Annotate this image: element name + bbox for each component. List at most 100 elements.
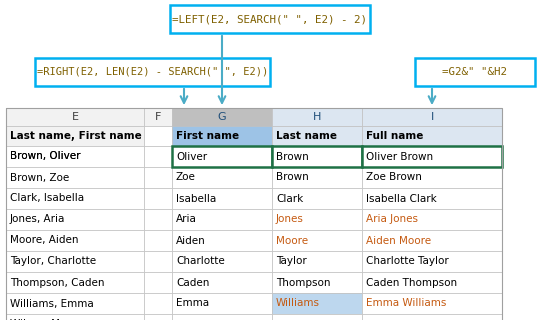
Text: =G2&" "&H2: =G2&" "&H2 [443, 67, 508, 77]
Bar [172, 272, 272, 293]
Bar [362, 108, 502, 126]
Bar [172, 146, 272, 167]
Text: Caden: Caden [176, 277, 210, 287]
Bar [144, 108, 172, 126]
Text: Aria: Aria [176, 214, 197, 225]
Bar [144, 126, 172, 146]
Bar [362, 293, 502, 314]
Bar [362, 146, 502, 167]
Text: F: F [155, 112, 161, 122]
Text: Isabella: Isabella [176, 194, 216, 204]
Text: Caden Thompson: Caden Thompson [366, 277, 457, 287]
Bar [272, 251, 362, 272]
Text: Taylor, Charlotte: Taylor, Charlotte [10, 257, 96, 267]
Text: Clark: Clark [276, 194, 303, 204]
Text: Isabella Clark: Isabella Clark [366, 194, 437, 204]
Text: Brown, Oliver: Brown, Oliver [10, 151, 80, 162]
Bar [362, 272, 502, 293]
Bar [272, 167, 362, 188]
Text: Aiden: Aiden [176, 236, 206, 245]
Bar [172, 209, 272, 230]
Bar [144, 251, 172, 272]
Text: E: E [72, 112, 79, 122]
Bar [272, 146, 362, 167]
Bar [172, 188, 272, 209]
Bar [272, 126, 362, 146]
Bar [6, 188, 144, 209]
Bar [362, 230, 502, 251]
Text: Aiden Moore: Aiden Moore [366, 236, 431, 245]
Text: Moore: Moore [276, 236, 308, 245]
Bar [6, 209, 144, 230]
Text: Brown, Zoe: Brown, Zoe [10, 172, 69, 182]
Bar [6, 108, 144, 126]
Bar [6, 293, 144, 314]
Bar [6, 108, 502, 320]
Bar [35, 58, 270, 86]
Bar [6, 230, 144, 251]
Bar [172, 167, 272, 188]
Bar [172, 251, 272, 272]
Bar [172, 126, 272, 146]
Bar [172, 293, 272, 314]
Text: Emma Williams: Emma Williams [366, 299, 447, 308]
Bar [172, 108, 272, 126]
Text: Brown: Brown [276, 151, 309, 162]
Text: Aria Jones: Aria Jones [366, 214, 418, 225]
Text: H: H [313, 112, 321, 122]
Bar [272, 188, 362, 209]
Text: Williams: Williams [276, 299, 320, 308]
Bar [415, 58, 535, 86]
Text: Charlotte: Charlotte [176, 257, 225, 267]
Bar [362, 251, 502, 272]
Bar [6, 146, 144, 167]
Bar [6, 251, 144, 272]
Bar [6, 272, 144, 293]
Bar [144, 146, 172, 167]
Bar [144, 314, 172, 320]
Bar [172, 314, 272, 320]
Bar [272, 108, 362, 126]
Text: Wilson, Mason: Wilson, Mason [10, 319, 85, 320]
Bar [362, 188, 502, 209]
Bar [144, 293, 172, 314]
Text: =RIGHT(E2, LEN(E2) - SEARCH(" ", E2)): =RIGHT(E2, LEN(E2) - SEARCH(" ", E2)) [37, 67, 268, 77]
Bar [144, 272, 172, 293]
Text: Jones, Aria: Jones, Aria [10, 214, 65, 225]
Bar [144, 230, 172, 251]
Bar [172, 230, 272, 251]
Bar [272, 146, 362, 167]
Text: Charlotte Taylor: Charlotte Taylor [366, 257, 449, 267]
Text: Brown, Oliver: Brown, Oliver [10, 151, 80, 162]
Text: Oliver: Oliver [176, 151, 207, 162]
Text: Last name: Last name [276, 131, 337, 141]
Text: First name: First name [176, 131, 239, 141]
Text: Williams, Emma: Williams, Emma [10, 299, 94, 308]
Bar [362, 209, 502, 230]
Text: Full name: Full name [366, 131, 424, 141]
Text: Oliver Brown: Oliver Brown [366, 151, 433, 162]
Text: Mason: Mason [176, 319, 210, 320]
Text: Jones: Jones [276, 214, 304, 225]
Text: Mason Wilson: Mason Wilson [366, 319, 437, 320]
Bar [272, 314, 362, 320]
Bar [6, 314, 144, 320]
Text: I: I [430, 112, 433, 122]
Bar [272, 272, 362, 293]
Bar [362, 314, 502, 320]
Text: Brown: Brown [276, 151, 309, 162]
Bar [6, 167, 144, 188]
Bar [172, 146, 272, 167]
Text: Clark, Isabella: Clark, Isabella [10, 194, 84, 204]
Text: Thompson: Thompson [276, 277, 331, 287]
Bar [362, 146, 502, 167]
Text: G: G [218, 112, 226, 122]
Text: Oliver: Oliver [176, 151, 207, 162]
Bar [170, 5, 370, 33]
Bar [272, 209, 362, 230]
Bar [144, 167, 172, 188]
Bar [272, 230, 362, 251]
Text: Zoe Brown: Zoe Brown [366, 172, 422, 182]
Bar [362, 126, 502, 146]
Text: Taylor: Taylor [276, 257, 307, 267]
